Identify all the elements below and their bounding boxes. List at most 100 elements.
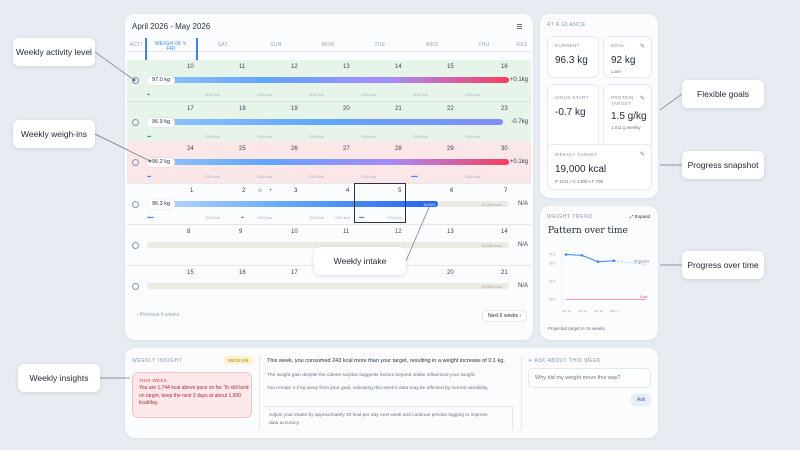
week-result: N/A: [517, 201, 528, 207]
callout-progress-snapshot: Progress snapshot: [682, 151, 764, 179]
day-number: 15: [447, 64, 454, 70]
trend-point[interactable]: [564, 253, 568, 256]
ask-button[interactable]: Ask: [631, 394, 651, 406]
ask-divider: [521, 356, 522, 430]
day-number: 12: [291, 64, 298, 70]
insight-p4: Adjust your intake by approximately 40 k…: [269, 413, 488, 426]
day-number: 6: [450, 188, 454, 194]
weighin-value[interactable]: 96.9 kg: [147, 117, 176, 127]
goal-value: 92 kg: [611, 55, 636, 66]
activity-gear-icon[interactable]: [132, 242, 139, 249]
day-number: 4: [346, 188, 350, 194]
day-kcal: 2000 kcal: [413, 93, 428, 97]
week-intake-bar: [147, 119, 503, 125]
week-row-1[interactable]: 10 11 12 13 14 15 16 97.0 kg +0.1kg ▪▪ 2…: [127, 60, 531, 101]
weekly-insight-card: WEEKLY INSIGHT MEDIUM THIS WEEK You are …: [125, 348, 658, 438]
week-intake-bar: [147, 77, 509, 83]
weighin-value[interactable]: 96.2 kg: [147, 157, 176, 167]
previous-weeks-button[interactable]: ‹ Previous 6 weeks: [137, 312, 180, 318]
activity-gear-icon[interactable]: [132, 159, 139, 166]
weighin-value[interactable]: 96.3 kg: [147, 199, 176, 209]
week-row-3[interactable]: 24 25 26 27 28 29 30 96.2 kg +0.1kg ▪▪▪ …: [127, 142, 531, 183]
y-tick-label: 94.0: [549, 280, 555, 284]
insight-divider: [259, 356, 260, 430]
weekly-target-card[interactable]: WEEKLY TARGET ✎ 19,000 kcal P 1011 • C 1…: [547, 144, 652, 190]
day-kcal: 2000 kcal: [205, 93, 220, 97]
day-number: 16: [501, 64, 508, 70]
col-header-sun: SUN: [270, 42, 282, 48]
insight-p4-box: Adjust your intake by approximately 40 k…: [263, 406, 513, 430]
expand-button[interactable]: ⤢ Expand: [629, 214, 650, 219]
x-tick-label: Apr 30: [594, 309, 603, 313]
callout-weekly-intake: Weekly intake: [314, 247, 406, 275]
activity-dots: ▪▪▪: [147, 174, 151, 180]
x-tick-label: May 7: [610, 309, 619, 313]
weight-trend-line: [565, 254, 615, 263]
day-number: 11: [343, 229, 350, 235]
day-number: 1: [190, 188, 194, 194]
day-number: 20: [447, 270, 454, 276]
since-start-value: -0.7 kg: [555, 107, 586, 118]
insight-p3: You remain 4.3 kg away from your goal, i…: [267, 386, 489, 391]
edit-pencil-icon[interactable]: ✎: [639, 96, 645, 102]
add-icon[interactable]: ⚙: [258, 188, 263, 194]
y-tick-label: 97.0: [549, 253, 555, 257]
protein-target-value: 1.5 g/kg: [611, 111, 647, 122]
since-start-card: SINCE START -0.7 kg: [547, 84, 599, 154]
col-header-res: RES: [516, 42, 528, 48]
edit-pencil-icon[interactable]: ✎: [639, 152, 645, 158]
calendar-menu-button[interactable]: [513, 21, 525, 31]
activity-gear-icon[interactable]: [132, 119, 139, 126]
day-number: 18: [239, 106, 246, 112]
selected-day-cell[interactable]: [354, 183, 406, 223]
weighin-value[interactable]: 97.0 kg: [147, 75, 176, 85]
activity-dots: ▪▪▪: [147, 134, 151, 140]
week-result: +0.1kg: [509, 77, 528, 83]
day-kcal: 2000 kcal: [465, 93, 480, 97]
week-result: N/A: [517, 242, 528, 248]
trend-title: Pattern over time: [548, 226, 628, 236]
day-number: 8: [187, 229, 191, 235]
col-header-acti: ACTI: [129, 42, 143, 48]
day-number: 26: [291, 146, 298, 152]
day-number: 27: [343, 146, 350, 152]
activity-gear-icon[interactable]: [132, 283, 139, 290]
activity-gear-icon[interactable]: [132, 77, 139, 84]
day-number: 14: [395, 64, 402, 70]
callout-weekly-activity: Weekly activity level: [13, 38, 95, 66]
day-number: 10: [291, 229, 298, 235]
col-header-thu: THU: [478, 42, 490, 48]
goal-card[interactable]: GOAL ✎ 92 kg Lose: [603, 36, 652, 78]
x-tick-label: Apr 10: [562, 309, 571, 313]
next-weeks-button[interactable]: Next 6 weeks ›: [482, 310, 528, 322]
day-number: 10: [187, 64, 194, 70]
day-number: 9: [239, 229, 243, 235]
weight-trend-card: WEIGHT TREND ⤢ Expand Pattern over time …: [540, 206, 658, 340]
week-row-4[interactable]: 1 2 3 4 5 6 7 15,621 19,000 kcal 96.3 kg…: [127, 183, 531, 224]
trend-point[interactable]: [580, 254, 584, 257]
protein-target-card[interactable]: PROTEIN TARGET ✎ 1.5 g/kg 1.011 g weekly: [603, 84, 652, 154]
day-kcal: 2000 kcal: [361, 93, 376, 97]
activity-dots: ▪▪: [241, 215, 244, 221]
day-number: 2: [242, 188, 246, 194]
weekly-target-value: 19,000 kcal: [555, 164, 607, 175]
trend-point[interactable]: [596, 260, 600, 263]
day-kcal: 2000 kcal: [465, 175, 480, 179]
col-header-wed: WED: [425, 42, 439, 48]
trend-footer: Projected target in 19 weeks.: [548, 326, 607, 331]
calendar-title: April 2026 - May 2026: [132, 22, 211, 31]
pin-icon: ✎: [182, 41, 188, 47]
trend-point[interactable]: [612, 259, 616, 263]
add-icon[interactable]: +: [269, 188, 273, 194]
week-row-2[interactable]: 17 18 19 20 21 22 23 96.9 kg -0.7kg ▪▪▪ …: [127, 101, 531, 142]
day-number: 17: [187, 106, 194, 112]
ask-input[interactable]: [528, 368, 651, 388]
activity-gear-icon[interactable]: [132, 201, 139, 208]
week-target-bar: [147, 242, 509, 248]
day-number: 17: [291, 270, 298, 276]
ask-header: ✦ ASK ABOUT THIS WEEK: [528, 358, 601, 364]
glance-card: AT A GLANCE CURRENT 96.3 kg GOAL ✎ 92 kg…: [540, 14, 658, 198]
day-number: 3: [294, 188, 298, 194]
day-kcal: 2000 kcal: [309, 216, 324, 220]
edit-pencil-icon[interactable]: ✎: [639, 44, 645, 50]
